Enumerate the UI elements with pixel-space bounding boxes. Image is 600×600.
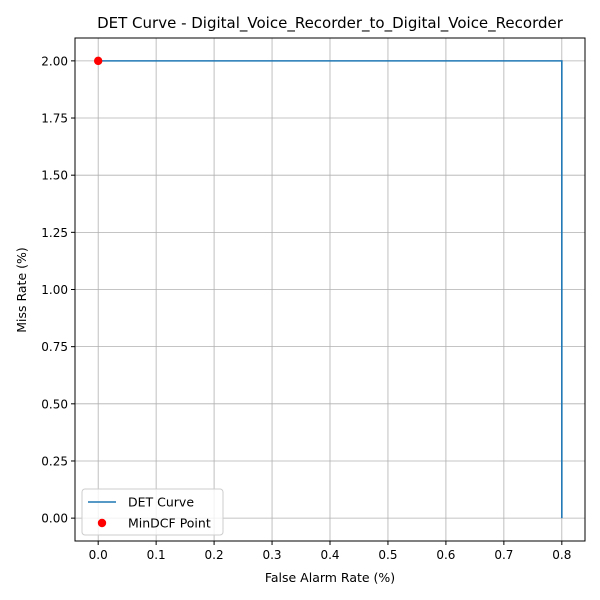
x-tick-label: 0.4 (320, 548, 339, 562)
y-tick-label: 1.50 (41, 169, 68, 183)
x-tick-label: 0.1 (147, 548, 166, 562)
y-axis-label: Miss Rate (%) (14, 247, 29, 333)
x-tick-label: 0.3 (262, 548, 281, 562)
x-axis-label: False Alarm Rate (%) (265, 570, 395, 585)
y-tick-label: 0.50 (41, 397, 68, 411)
chart-title: DET Curve - Digital_Voice_Recorder_to_Di… (97, 14, 564, 33)
y-tick-label: 1.25 (41, 226, 68, 240)
y-tick-label: 0.75 (41, 340, 68, 354)
x-tick-label: 0.5 (378, 548, 397, 562)
x-tick-label: 0.2 (205, 548, 224, 562)
x-tick-label: 0.6 (436, 548, 455, 562)
mindcf-point (93, 56, 103, 66)
x-tick-label: 0.8 (552, 548, 571, 562)
legend-label: MinDCF Point (128, 516, 211, 531)
plot-series (93, 56, 563, 519)
axis-ticks: 0.0 0.1 0.2 0.3 0.4 0.5 0.6 0.7 0.8 0.00 0.25 0.50 0… (41, 54, 571, 562)
y-tick-label: 0.25 (41, 454, 68, 468)
y-tick-label: 2.00 (41, 54, 68, 68)
legend-marker-swatch (97, 518, 107, 528)
y-tick-label: 1.75 (41, 112, 68, 126)
y-tick-label: 1.00 (41, 283, 68, 297)
y-tick-label: 0.00 (41, 512, 68, 526)
legend-box (81, 488, 224, 536)
x-tick-label: 0.7 (494, 548, 513, 562)
legend-label: DET Curve (128, 495, 194, 510)
x-tick-label: 0.0 (89, 548, 108, 562)
legend: DET Curve MinDCF Point (81, 488, 224, 536)
det-curve-line (98, 60, 563, 519)
